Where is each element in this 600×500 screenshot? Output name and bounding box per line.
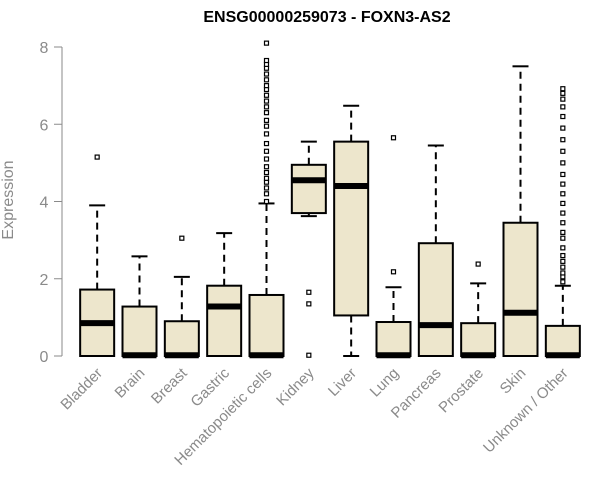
outlier-point (560, 270, 566, 276)
box-9 (417, 144, 454, 357)
outlier-point (263, 40, 270, 46)
y-tick-label: 2 (40, 272, 49, 289)
outlier-point (390, 269, 397, 275)
box-body (375, 321, 412, 358)
outlier-point (306, 352, 312, 358)
y-tick-label: 0 (40, 349, 49, 366)
outlier-point (560, 137, 566, 143)
outlier-point (263, 110, 270, 116)
box-10 (460, 261, 497, 359)
outlier-point (560, 210, 566, 216)
x-tick-label: Kidney (273, 364, 318, 409)
box-12 (544, 86, 581, 359)
outlier-point (560, 181, 566, 187)
box-8 (375, 135, 412, 359)
outlier-point (263, 169, 270, 176)
outlier-point (560, 148, 566, 154)
outlier-point (263, 83, 270, 89)
x-tick-label: Liver (325, 365, 360, 400)
outlier-point (560, 235, 566, 241)
box-7 (333, 104, 370, 357)
outlier-point (560, 252, 566, 259)
box-body (417, 242, 454, 357)
outlier-point (390, 135, 397, 141)
outlier-point (94, 154, 100, 160)
outlier-point (306, 289, 312, 295)
x-tick-label: Skin (497, 365, 530, 398)
x-tick-label: Lung (367, 365, 403, 401)
outlier-point (263, 148, 270, 154)
outlier-point (263, 185, 270, 191)
outlier-point (263, 71, 270, 77)
outlier-point (263, 191, 270, 197)
box-5 (248, 40, 285, 359)
outlier-point (263, 117, 270, 123)
outlier-point (560, 171, 566, 178)
outlier-point (179, 235, 185, 241)
outlier-point (560, 245, 566, 251)
outlier-point (560, 96, 566, 102)
x-tick-label: Brain (112, 365, 149, 402)
y-tick-label: 6 (40, 117, 49, 134)
outlier-point (560, 191, 566, 197)
box-11 (502, 65, 539, 357)
x-tick-label: Bladder (57, 365, 106, 414)
box-6 (290, 140, 327, 358)
outlier-point (560, 86, 566, 92)
outlier-point (560, 104, 566, 110)
outlier-point (475, 261, 481, 267)
outlier-point (560, 200, 566, 207)
outlier-point (263, 164, 270, 170)
x-tick-label: Prostate (435, 365, 487, 417)
box-body (502, 221, 539, 357)
box-3 (163, 235, 200, 359)
outlier-point (263, 140, 270, 147)
plot-area (79, 40, 581, 359)
box-4 (206, 232, 243, 358)
box-body (544, 324, 581, 357)
outlier-point (560, 279, 566, 285)
outlier-point (306, 301, 312, 307)
box-2 (121, 255, 158, 359)
outlier-point (263, 198, 270, 205)
box-1 (79, 154, 116, 357)
box-body (248, 293, 285, 358)
outlier-point (560, 264, 566, 270)
chart-title: ENSG00000259073 - FOXN3-AS2 (203, 9, 450, 26)
outlier-point (560, 125, 566, 131)
box-body (206, 284, 243, 358)
outlier-point (263, 98, 270, 104)
y-axis-label: Expression (0, 160, 17, 239)
outlier-point (263, 123, 270, 129)
box-body (121, 305, 158, 357)
outlier-point (560, 229, 566, 235)
outlier-point (560, 258, 566, 264)
outlier-point (263, 131, 270, 137)
box-body (290, 163, 327, 215)
y-tick-label: 8 (40, 40, 49, 57)
outlier-point (263, 104, 270, 110)
box-body (333, 140, 370, 317)
x-tick-label: Breast (148, 364, 191, 407)
outlier-point (263, 57, 270, 64)
outlier-point (560, 160, 566, 166)
box-body (460, 322, 497, 358)
y-tick-label: 4 (40, 195, 49, 212)
outlier-point (263, 175, 270, 181)
outlier-point (560, 113, 566, 120)
box-body (163, 320, 200, 357)
outlier-point (263, 92, 270, 98)
outlier-point (263, 156, 270, 162)
outlier-point (560, 220, 566, 226)
outlier-point (560, 90, 566, 96)
outlier-point (263, 77, 270, 83)
y-axis: 0 2 4 6 8 (40, 40, 63, 366)
